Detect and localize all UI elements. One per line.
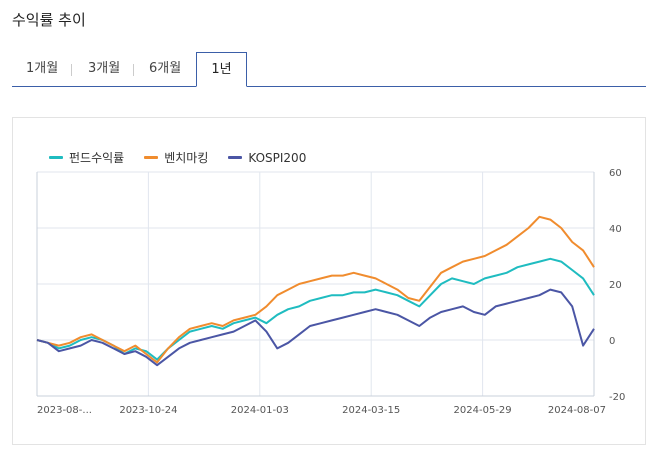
- legend-label-kospi200: KOSPI200: [248, 150, 307, 165]
- legend-label-benchmark: 벤치마킹: [164, 151, 209, 165]
- legend-label-fund: 펀드수익률: [69, 151, 125, 165]
- legend-swatch-benchmark: [144, 156, 159, 159]
- tab-3-months[interactable]: 3개월: [88, 52, 135, 86]
- series-line-benchmark: [36, 215, 595, 364]
- legend-item-benchmark[interactable]: 벤치마킹: [144, 149, 208, 166]
- legend-item-fund[interactable]: 펀드수익률: [49, 149, 124, 166]
- x-tick-label: 2023-08-...: [37, 405, 92, 416]
- x-tick-label: 2023-10-24: [119, 405, 177, 416]
- x-tick-label: 2024-01-03: [231, 405, 289, 416]
- x-tick-label: 2024-03-15: [342, 405, 400, 416]
- y-tick-label: 0: [609, 336, 615, 347]
- legend-swatch-fund: [49, 156, 63, 159]
- legend-swatch-kospi200: [228, 156, 243, 159]
- x-tick-label: 2024-05-29: [454, 405, 512, 416]
- y-tick-label: 40: [609, 224, 622, 235]
- series-line-fund: [36, 257, 595, 361]
- y-tick-label: 20: [609, 280, 622, 291]
- period-tabs: 1개월 3개월 6개월 1년: [12, 52, 646, 87]
- x-tick-label: 2024-08-07: [548, 405, 606, 416]
- tab-1-month[interactable]: 1개월: [26, 52, 73, 86]
- series-line-kospi200: [36, 288, 595, 367]
- page-title: 수익률 추이: [12, 11, 86, 29]
- tab-1-year[interactable]: 1년: [196, 52, 247, 87]
- legend-item-kospi200[interactable]: KOSPI200: [228, 149, 306, 166]
- y-tick-label: -20: [609, 392, 625, 403]
- y-tick-label: 60: [609, 168, 622, 179]
- tab-6-months[interactable]: 6개월: [149, 61, 182, 76]
- chart-legend: 펀드수익률 벤치마킹 KOSPI200: [49, 149, 306, 166]
